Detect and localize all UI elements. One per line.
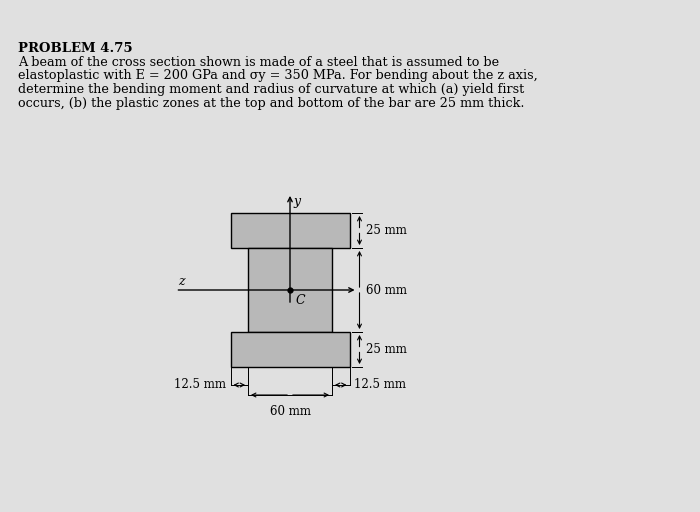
Text: 60 mm: 60 mm [270, 405, 311, 418]
Text: 25 mm: 25 mm [365, 224, 407, 237]
Text: 12.5 mm: 12.5 mm [174, 378, 227, 392]
Text: PROBLEM 4.75: PROBLEM 4.75 [18, 42, 132, 55]
Text: 25 mm: 25 mm [365, 343, 407, 356]
Text: 60 mm: 60 mm [365, 284, 407, 296]
Bar [248, 248, 332, 332]
Text: z: z [178, 275, 185, 288]
Text: elastoplastic with E = 200 GPa and σy = 350 MPa. For bending about the z axis,: elastoplastic with E = 200 GPa and σy = … [18, 70, 538, 82]
Text: occurs, (b) the plastic zones at the top and bottom of the bar are 25 mm thick.: occurs, (b) the plastic zones at the top… [18, 96, 524, 110]
Text: C: C [296, 294, 306, 307]
Bar [230, 332, 349, 367]
Bar [230, 213, 349, 248]
Text: y: y [293, 195, 300, 208]
Text: A beam of the cross section shown is made of a steel that is assumed to be: A beam of the cross section shown is mad… [18, 56, 499, 69]
Text: 12.5 mm: 12.5 mm [354, 378, 405, 392]
Text: determine the bending moment and radius of curvature at which (a) yield first: determine the bending moment and radius … [18, 83, 524, 96]
